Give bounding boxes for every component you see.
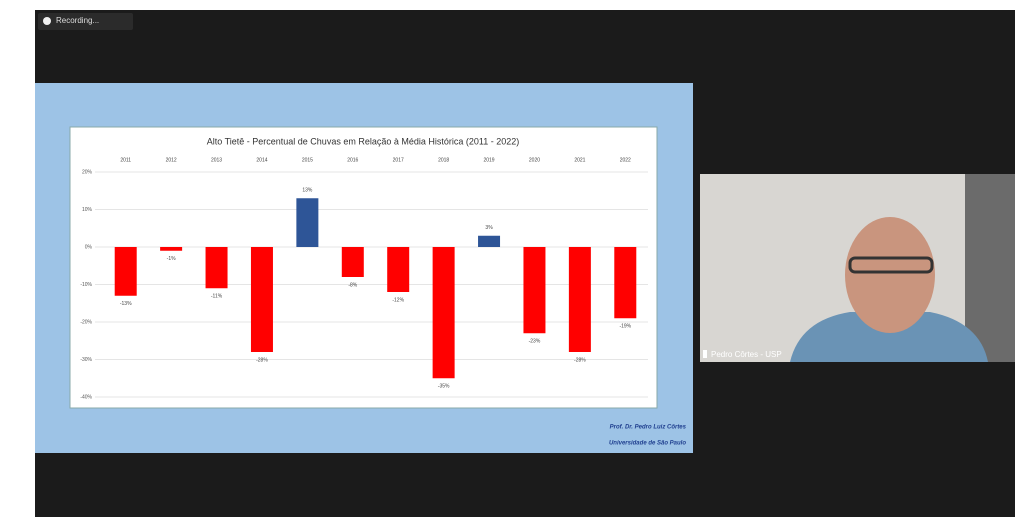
- bar: [432, 247, 455, 379]
- value-label: -12%: [392, 297, 404, 303]
- webcam-door: [965, 174, 1015, 362]
- x-tick-label: 2015: [302, 157, 313, 163]
- y-tick-label: -40%: [80, 394, 92, 400]
- x-tick-label: 2021: [574, 157, 585, 163]
- value-label: -19%: [619, 324, 631, 330]
- bar: [614, 247, 637, 319]
- bar: [114, 247, 137, 296]
- value-label: -8%: [348, 282, 357, 288]
- bar: [568, 247, 591, 352]
- value-label: -28%: [256, 357, 268, 363]
- bar: [205, 247, 228, 289]
- bar: [478, 235, 501, 247]
- x-tick-label: 2011: [120, 157, 131, 163]
- x-tick-label: 2012: [166, 157, 177, 163]
- x-tick-label: 2018: [438, 157, 449, 163]
- value-label: -23%: [529, 339, 541, 345]
- x-tick-label: 2014: [256, 157, 267, 163]
- webcam-shirt: [790, 312, 988, 362]
- webcam-glasses: [848, 256, 934, 274]
- credit-author: Prof. Dr. Pedro Luiz Côrtes: [610, 425, 687, 431]
- y-tick-label: 10%: [82, 207, 93, 213]
- y-tick-label: 20%: [82, 169, 93, 175]
- value-label: -28%: [574, 357, 586, 363]
- participant-name: Pedro Côrtes - USP: [711, 350, 782, 359]
- plot: 20% 10% 0% -10% -20% -30% -40% 2011 -13% 2012 -1% 2…: [80, 157, 648, 400]
- value-label: -35%: [438, 384, 450, 390]
- signal-icon: [703, 350, 707, 358]
- x-tick-label: 2017: [393, 157, 404, 163]
- x-tick-label: 2022: [620, 157, 631, 163]
- value-label: -11%: [211, 294, 223, 300]
- x-tick-label: 2020: [529, 157, 540, 163]
- webcam-face: [845, 217, 935, 333]
- recording-label: Recording...: [56, 16, 99, 25]
- credit-institution: Universidade de São Paulo: [609, 441, 686, 447]
- bar: [250, 247, 273, 352]
- value-label: 3%: [485, 225, 493, 231]
- value-label: -13%: [120, 301, 132, 307]
- x-tick-label: 2013: [211, 157, 222, 163]
- recording-icon: [43, 17, 51, 25]
- x-tick-label: 2016: [347, 157, 358, 163]
- bar: [523, 247, 546, 334]
- value-label: 13%: [302, 188, 313, 194]
- y-tick-label: -10%: [80, 282, 92, 288]
- y-tick-label: -30%: [80, 357, 92, 363]
- chart-title: Alto Tietê - Percentual de Chuvas em Rel…: [207, 136, 520, 146]
- bar: [160, 247, 183, 251]
- recording-badge[interactable]: [38, 13, 133, 30]
- value-label: -1%: [167, 256, 176, 262]
- y-tick-label: 0%: [85, 244, 93, 250]
- y-tick-label: -20%: [80, 319, 92, 325]
- bar: [387, 247, 410, 292]
- bar: [296, 198, 319, 247]
- x-tick-label: 2019: [483, 157, 494, 163]
- bar: [341, 247, 364, 277]
